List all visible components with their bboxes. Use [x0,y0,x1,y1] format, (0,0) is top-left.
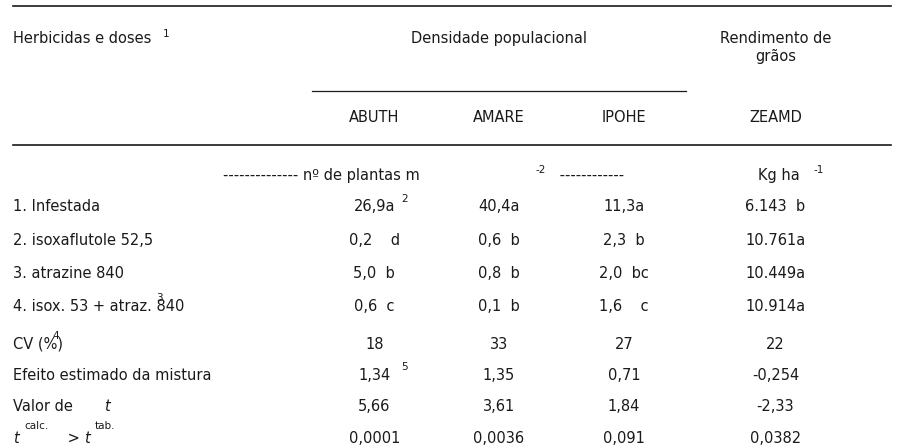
Text: 18: 18 [365,337,383,351]
Text: 2: 2 [401,194,408,204]
Text: -2: -2 [536,165,546,174]
Text: 0,0001: 0,0001 [348,431,400,446]
Text: 0,0382: 0,0382 [750,431,801,446]
Text: ABUTH: ABUTH [349,111,400,125]
Text: 1,35: 1,35 [483,368,515,383]
Text: 27: 27 [615,337,634,351]
Text: ZEAMD: ZEAMD [749,111,802,125]
Text: AMARE: AMARE [473,111,525,125]
Text: 5,0  b: 5,0 b [354,266,395,281]
Text: ------------: ------------ [555,169,625,183]
Text: 22: 22 [766,337,785,351]
Text: -------------- nº de plantas m: -------------- nº de plantas m [222,169,419,183]
Text: 2,0  bc: 2,0 bc [598,266,649,281]
Text: 2,3  b: 2,3 b [603,233,644,248]
Text: 0,8  b: 0,8 b [478,266,520,281]
Text: 40,4a: 40,4a [478,199,520,215]
Text: tab.: tab. [95,421,115,431]
Text: Valor de: Valor de [14,399,77,414]
Text: t: t [104,399,110,414]
Text: 5: 5 [401,362,408,372]
Text: 4. isox. 53 + atraz. 840: 4. isox. 53 + atraz. 840 [14,299,184,314]
Text: 2. isoxaflutole 52,5: 2. isoxaflutole 52,5 [14,233,153,248]
Text: 1,34: 1,34 [358,368,391,383]
Text: 0,2    d: 0,2 d [348,233,400,248]
Text: 1. Infestada: 1. Infestada [14,199,100,215]
Text: IPOHE: IPOHE [601,111,646,125]
Text: 1: 1 [163,29,169,39]
Text: Efeito estimado da mistura: Efeito estimado da mistura [14,368,211,383]
Text: 11,3a: 11,3a [603,199,644,215]
Text: t: t [85,431,90,446]
Text: -2,33: -2,33 [757,399,795,414]
Text: 10.761a: 10.761a [745,233,806,248]
Text: Densidade populacional: Densidade populacional [411,31,587,46]
Text: 33: 33 [490,337,508,351]
Text: 0,0036: 0,0036 [473,431,525,446]
Text: 26,9a: 26,9a [354,199,395,215]
Text: CV (%): CV (%) [14,337,63,351]
Text: 3,61: 3,61 [483,399,515,414]
Text: t: t [14,431,19,446]
Text: -0,254: -0,254 [752,368,799,383]
Text: calc.: calc. [24,421,49,431]
Text: 1,6    c: 1,6 c [599,299,649,314]
Text: >: > [63,431,85,446]
Text: -1: -1 [814,165,824,174]
Text: 10.449a: 10.449a [745,266,806,281]
Text: 4: 4 [52,331,58,341]
Text: 0,71: 0,71 [608,368,640,383]
Text: 0,1  b: 0,1 b [478,299,520,314]
Text: 3: 3 [157,293,163,303]
Text: 0,091: 0,091 [603,431,644,446]
Text: 1,84: 1,84 [608,399,640,414]
Text: 6.143  b: 6.143 b [745,199,806,215]
Text: 0,6  b: 0,6 b [478,233,520,248]
Text: 3. atrazine 840: 3. atrazine 840 [14,266,124,281]
Text: Herbicidas e doses: Herbicidas e doses [14,31,151,46]
Text: 5,66: 5,66 [358,399,391,414]
Text: 0,6  c: 0,6 c [354,299,394,314]
Text: Rendimento de
grãos: Rendimento de grãos [720,31,831,64]
Text: 10.914a: 10.914a [745,299,806,314]
Text: Kg ha: Kg ha [758,169,799,183]
